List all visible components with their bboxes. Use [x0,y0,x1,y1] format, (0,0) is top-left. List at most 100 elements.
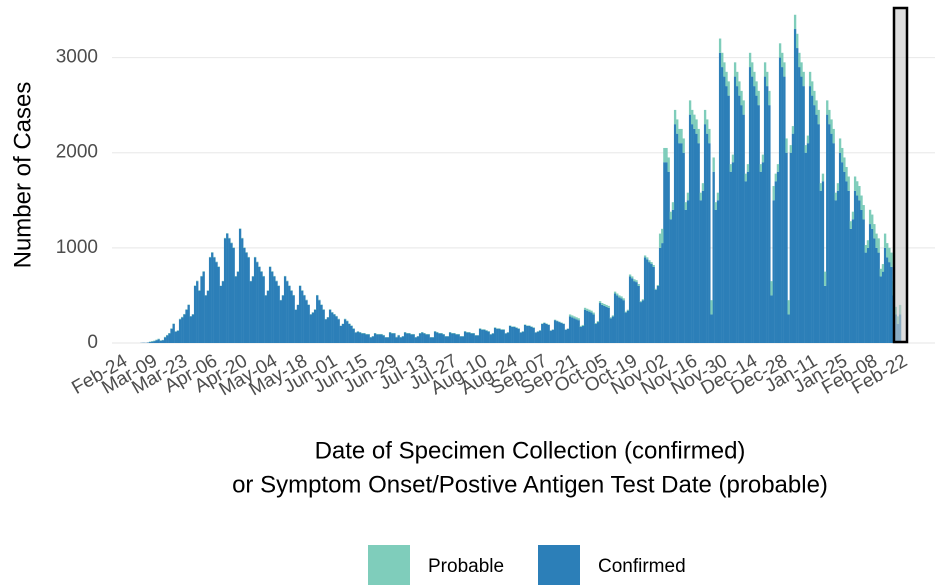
bar [348,323,351,343]
bar [232,247,235,343]
bar [187,304,190,343]
bar [791,133,795,343]
bar [579,326,582,343]
bar [635,282,638,343]
bar [620,296,623,299]
bar [301,290,304,343]
bar [296,304,300,343]
bar [693,128,696,343]
bar [849,228,852,343]
bar [817,124,820,344]
bar [223,238,227,343]
bar [459,336,462,343]
bar [438,333,441,343]
bar [723,76,726,343]
bar [828,124,831,344]
bar [592,312,595,315]
bar [581,325,585,343]
bar [828,109,831,125]
bar [577,320,580,343]
bar [575,319,578,343]
bar [588,311,591,343]
bar [684,209,687,343]
bar [830,119,833,134]
bar [817,109,820,125]
bar [234,276,237,343]
bar [433,331,437,343]
bar [883,233,887,248]
bar [611,316,615,343]
bar [324,319,327,343]
bar [249,281,252,343]
bar [440,333,443,343]
bar [153,341,156,343]
bar [680,128,683,144]
bar [558,322,561,343]
bar [326,317,330,343]
bar [307,304,310,343]
bar [699,192,702,201]
bar [566,328,570,343]
bar [718,52,722,344]
bar [598,301,602,304]
bar [388,332,392,343]
bar [401,336,405,343]
bar [378,334,381,343]
bar [727,95,730,343]
bar [178,319,182,343]
bar [500,329,503,343]
bar [778,57,782,343]
bar [386,337,390,343]
bar [633,281,636,343]
bar [339,325,342,343]
bar [478,328,482,343]
bar [727,81,730,96]
bar [826,100,829,115]
bar [761,154,765,163]
bar [534,332,537,343]
bar [665,147,668,163]
bar [523,324,527,343]
bar [654,288,657,290]
bar [772,186,775,201]
bar [564,329,567,343]
bar [864,252,867,343]
bar [815,100,818,115]
bar [414,337,417,343]
bar [798,67,801,343]
bar [151,341,154,343]
bar [729,164,732,172]
bar [159,340,162,343]
bar [665,162,668,343]
bar [410,334,413,343]
bar [838,152,842,343]
bar [236,271,240,343]
bar [856,195,859,343]
bar [605,306,608,343]
bar [172,323,175,343]
bar [804,145,807,153]
bar [549,330,552,343]
bar [258,266,261,343]
bar [451,333,454,343]
bar [592,314,595,343]
bar [701,183,705,191]
y-tick-label: 2000 [56,142,98,163]
bar [532,327,535,343]
bar [890,266,893,343]
bar [200,276,203,343]
bar [208,257,212,343]
bar [699,200,702,343]
bar [170,328,173,343]
bar [836,183,840,191]
bar [562,323,565,343]
bar [579,325,582,327]
bar [776,164,780,172]
bar [356,331,360,343]
bar [663,147,666,163]
bar [883,247,887,343]
bar [886,243,889,258]
bar [217,266,220,343]
bar [845,166,848,182]
bar [266,290,270,343]
